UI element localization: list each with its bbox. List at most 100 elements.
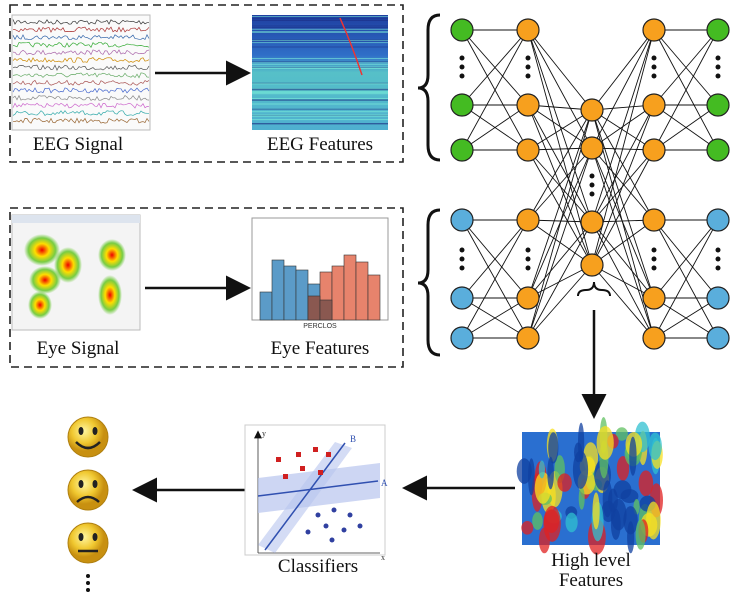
ellipsis-dot bbox=[651, 64, 657, 70]
node bbox=[580, 210, 604, 234]
heat-blob bbox=[516, 458, 532, 484]
node bbox=[706, 286, 730, 310]
edge bbox=[527, 264, 593, 299]
ellipsis-dot bbox=[651, 256, 657, 262]
node bbox=[516, 208, 540, 232]
feature-stripe bbox=[252, 83, 388, 85]
feature-stripe bbox=[252, 58, 388, 59]
node bbox=[706, 208, 730, 232]
heat-blob bbox=[578, 486, 585, 510]
line-label: B bbox=[350, 434, 356, 444]
feature-stripe bbox=[252, 16, 388, 17]
label: EEG Features bbox=[267, 134, 373, 155]
feature-stripe bbox=[252, 20, 388, 21]
heat-blob bbox=[538, 460, 546, 479]
edge bbox=[527, 149, 593, 223]
ellipsis-dot bbox=[459, 256, 465, 262]
feature-stripe bbox=[252, 111, 388, 113]
neural-network bbox=[450, 18, 730, 350]
label: High level bbox=[551, 550, 631, 571]
ellipsis-dot bbox=[651, 73, 657, 79]
classifier-plot: A B x y bbox=[244, 424, 388, 562]
ellipsis-dot bbox=[459, 265, 465, 271]
arrows bbox=[132, 60, 607, 503]
eeg-trace bbox=[12, 79, 150, 86]
ellipsis-dot bbox=[525, 265, 531, 271]
feature-stripe bbox=[252, 64, 388, 66]
ellipsis-dot bbox=[459, 73, 465, 79]
axis-label: y bbox=[262, 429, 266, 438]
node bbox=[516, 286, 540, 310]
edge bbox=[653, 29, 719, 151]
edge bbox=[653, 104, 719, 151]
edge bbox=[461, 219, 529, 339]
line-label: A bbox=[381, 478, 388, 488]
node bbox=[516, 93, 540, 117]
feature-stripe bbox=[252, 68, 388, 69]
edge bbox=[653, 29, 719, 106]
node bbox=[642, 138, 666, 162]
edge bbox=[527, 109, 593, 221]
feature-stripe bbox=[252, 93, 388, 95]
ellipsis-dot bbox=[589, 173, 595, 179]
label: EEG Signal bbox=[33, 134, 123, 155]
heat-blob bbox=[572, 450, 589, 489]
feature-stripe bbox=[252, 18, 388, 20]
heat-blob bbox=[578, 422, 585, 462]
node bbox=[580, 136, 604, 160]
ellipsis-dot bbox=[525, 55, 531, 61]
feature-stripe bbox=[252, 89, 388, 91]
ellipsis-dot bbox=[589, 191, 595, 197]
feature-stripe bbox=[252, 123, 388, 124]
heat-blob bbox=[602, 480, 613, 518]
feature-stripe bbox=[252, 40, 388, 42]
heat-blob bbox=[565, 512, 578, 533]
edge bbox=[591, 219, 655, 266]
feature-stripe bbox=[252, 61, 388, 63]
eeg-trace bbox=[12, 102, 150, 109]
label: Classifiers bbox=[278, 556, 358, 577]
edge bbox=[591, 104, 655, 266]
axis-label: x bbox=[381, 553, 385, 562]
node bbox=[516, 326, 540, 350]
node bbox=[642, 326, 666, 350]
node bbox=[450, 326, 474, 350]
eeg-signal-image bbox=[11, 14, 151, 131]
heat-blob bbox=[547, 456, 554, 490]
feature-stripe bbox=[252, 39, 388, 41]
node bbox=[580, 253, 604, 277]
node bbox=[516, 18, 540, 42]
edge bbox=[591, 221, 655, 339]
heat-blob bbox=[592, 492, 600, 530]
eeg-trace bbox=[12, 57, 150, 63]
ellipsis-dot bbox=[651, 55, 657, 61]
node bbox=[450, 18, 474, 42]
ellipsis-dot bbox=[715, 256, 721, 262]
eeg-trace bbox=[12, 49, 150, 56]
edge bbox=[527, 29, 593, 111]
eeg-trace bbox=[12, 110, 149, 117]
emotion-faces bbox=[67, 416, 109, 592]
node bbox=[450, 208, 474, 232]
edge bbox=[591, 29, 655, 149]
ellipsis-dot bbox=[715, 73, 721, 79]
feature-stripe bbox=[252, 91, 388, 93]
feature-stripe bbox=[252, 82, 388, 84]
feature-stripe bbox=[252, 66, 388, 68]
eeg-trace bbox=[12, 117, 150, 124]
braces bbox=[417, 13, 611, 357]
ellipsis-dot bbox=[715, 247, 721, 253]
edge bbox=[527, 147, 593, 339]
feature-stripe bbox=[252, 42, 388, 44]
eeg-trace bbox=[12, 19, 149, 25]
feature-stripe bbox=[252, 31, 388, 33]
high-level-features-image bbox=[516, 417, 664, 555]
feature-stripe bbox=[252, 98, 388, 100]
edge bbox=[461, 29, 529, 106]
eeg-trace bbox=[12, 33, 150, 41]
edge bbox=[653, 219, 719, 299]
edge bbox=[527, 147, 593, 221]
edge bbox=[527, 104, 593, 266]
edge bbox=[527, 221, 593, 299]
heat-blob bbox=[616, 456, 630, 481]
